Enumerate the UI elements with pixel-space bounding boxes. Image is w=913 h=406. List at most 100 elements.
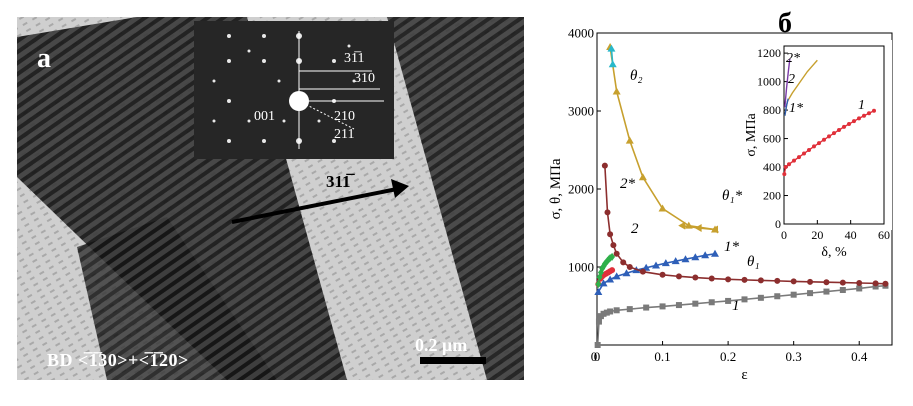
data-point	[607, 231, 614, 238]
twin-band-right	[387, 17, 524, 380]
data-point	[827, 134, 831, 139]
data-point	[807, 290, 814, 297]
data-point	[597, 268, 604, 277]
inset-series-line	[784, 58, 791, 108]
data-point	[607, 44, 616, 52]
data-point	[604, 209, 611, 216]
data-point	[823, 279, 830, 286]
data-point	[607, 308, 614, 315]
data-point	[856, 279, 863, 286]
data-point	[639, 268, 646, 275]
main-annotation: 1	[732, 298, 740, 314]
data-point	[691, 253, 700, 261]
main-series-line	[609, 46, 716, 231]
inset-x-axis-label: δ, %	[821, 245, 847, 260]
diffraction-pattern	[212, 31, 384, 149]
data-point	[802, 151, 806, 156]
data-point	[852, 119, 856, 124]
data-point	[599, 279, 608, 287]
saed-index-210: 210	[334, 109, 355, 124]
data-point	[601, 162, 608, 169]
data-point	[797, 155, 801, 160]
data-point	[661, 259, 670, 267]
data-point	[711, 249, 719, 257]
panel-a-label: а	[37, 43, 51, 74]
data-point	[610, 242, 617, 249]
inset-y-tick-label: 800	[763, 103, 781, 117]
data-point	[822, 137, 826, 142]
main-x-tick-label: 0	[594, 349, 601, 364]
inset-background	[752, 40, 892, 230]
inset-y-tick-label: 600	[763, 132, 781, 146]
data-point	[659, 303, 666, 310]
data-point	[839, 279, 846, 286]
data-point	[606, 275, 615, 283]
data-point	[782, 172, 787, 177]
data-point	[741, 276, 748, 283]
main-y-tick-label: 4000	[568, 25, 594, 40]
twin-direction-arrow	[231, 187, 398, 224]
data-point	[658, 204, 667, 212]
data-point	[701, 251, 710, 259]
data-point	[609, 252, 616, 261]
data-point	[823, 288, 830, 295]
data-point	[812, 144, 816, 149]
saed-index-310: 310	[354, 71, 375, 86]
data-point	[807, 278, 814, 285]
data-point	[807, 147, 811, 152]
data-point	[708, 275, 715, 282]
inset-annotation: 2	[788, 72, 795, 87]
data-point	[595, 318, 602, 325]
data-point	[817, 141, 821, 146]
data-point	[711, 225, 718, 234]
data-point	[626, 306, 633, 313]
main-x-tick-label: 0.2	[720, 349, 736, 364]
data-point	[612, 87, 621, 95]
main-annotation: 2	[631, 221, 639, 237]
data-point	[725, 297, 732, 304]
data-point	[857, 116, 861, 121]
data-point	[856, 285, 863, 292]
data-point	[675, 273, 682, 280]
data-point	[837, 128, 841, 133]
inset-x-tick-label: 60	[878, 228, 890, 242]
data-point	[708, 299, 715, 306]
data-point	[671, 257, 680, 265]
main-x-axis-label: ε	[741, 367, 747, 383]
data-point	[609, 267, 616, 274]
tem-micrograph: 31̅1 310 210 001 211 а 311̅ BD <̅1̅30>+<…	[17, 17, 524, 380]
inset-frame	[783, 45, 885, 225]
data-point	[613, 307, 620, 314]
inset-annotation: 2*	[786, 51, 800, 66]
zone-axis-label: BD <̅1̅30>+<̅1̅20>	[47, 350, 189, 370]
inset-annotation: 1	[858, 98, 865, 113]
data-point	[783, 165, 788, 170]
inset-y-tick-label: 400	[763, 160, 781, 174]
data-point	[638, 173, 647, 181]
data-point	[790, 278, 797, 285]
data-point	[867, 111, 871, 116]
saed-index-001: 001	[254, 109, 275, 124]
main-x-tick-label: 0.3	[786, 349, 802, 364]
main-series-line	[596, 284, 886, 346]
data-point	[643, 304, 650, 311]
inset-y-axis-label: σ, МПа	[744, 113, 759, 157]
inset-y-tick-label: 1200	[757, 46, 781, 60]
main-annotation: θ₁	[747, 254, 760, 270]
data-point	[842, 124, 846, 129]
inset-series-line	[784, 98, 789, 116]
main-annotation: θ₂	[630, 68, 643, 84]
saed-index-211: 211	[334, 127, 355, 142]
data-point	[620, 259, 627, 266]
data-point	[882, 280, 889, 287]
data-point	[757, 294, 764, 301]
main-origin-label: 0	[591, 349, 598, 364]
twin-band-lower	[77, 217, 277, 380]
data-point	[659, 271, 666, 278]
data-point	[725, 276, 732, 283]
data-point	[872, 108, 876, 113]
data-point	[600, 310, 607, 317]
